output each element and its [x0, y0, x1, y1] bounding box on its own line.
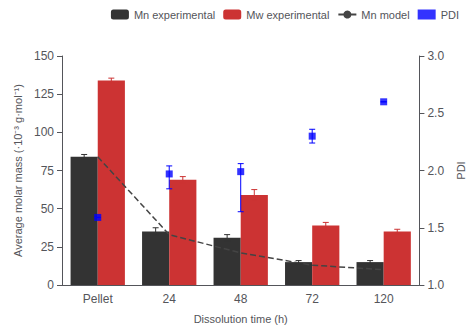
svg-text:75: 75: [41, 164, 55, 178]
svg-text:PDI: PDI: [455, 161, 467, 179]
svg-text:0: 0: [47, 278, 54, 292]
svg-text:24: 24: [163, 292, 177, 306]
svg-text:Mn experimental: Mn experimental: [134, 9, 215, 21]
svg-text:Dissolution time (h): Dissolution time (h): [194, 313, 288, 325]
svg-text:1.5: 1.5: [427, 221, 444, 235]
svg-text:Average molar mass (·10⁻³ g·mo: Average molar mass (·10⁻³ g·mol⁻¹): [12, 84, 24, 257]
svg-text:Mw experimental: Mw experimental: [246, 9, 329, 21]
svg-text:2.5: 2.5: [427, 106, 444, 120]
svg-text:1.0: 1.0: [427, 278, 444, 292]
svg-text:72: 72: [306, 292, 320, 306]
svg-text:Mn model: Mn model: [361, 9, 409, 21]
svg-text:48: 48: [234, 292, 248, 306]
svg-text:2.0: 2.0: [427, 164, 444, 178]
svg-text:25: 25: [41, 240, 55, 254]
svg-text:100: 100: [34, 125, 54, 139]
svg-text:150: 150: [34, 49, 54, 63]
svg-text:PDI: PDI: [441, 9, 459, 21]
svg-text:120: 120: [374, 292, 394, 306]
svg-text:3.0: 3.0: [427, 49, 444, 63]
svg-text:Pellet: Pellet: [83, 292, 114, 306]
svg-text:125: 125: [34, 87, 54, 101]
svg-text:50: 50: [41, 202, 55, 216]
